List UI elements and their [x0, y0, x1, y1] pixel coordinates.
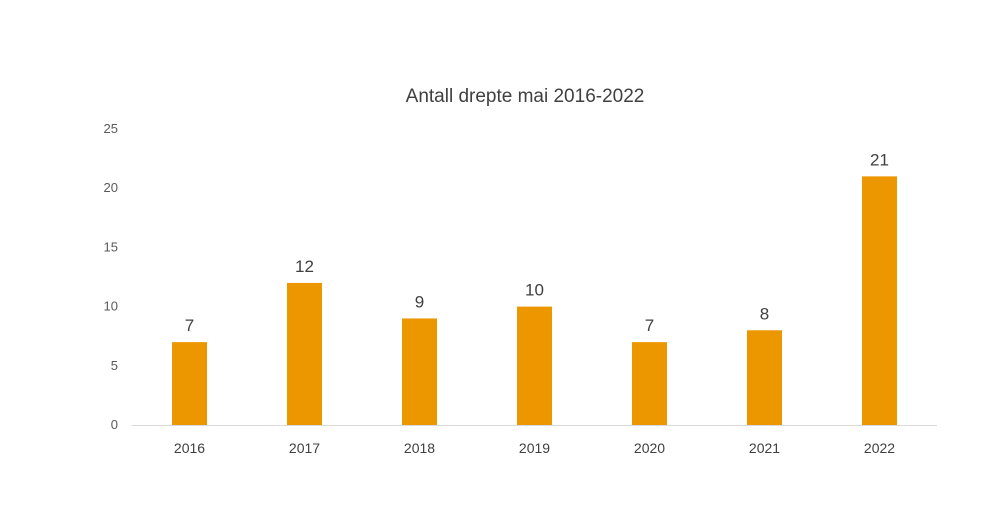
- x-tick-label-2020: 2020: [634, 440, 665, 456]
- x-tick-label-2017: 2017: [289, 440, 320, 456]
- bar-2020: [632, 342, 667, 425]
- bar-2016: [172, 342, 207, 425]
- x-tick-label-2018: 2018: [404, 440, 435, 456]
- y-tick-label: 15: [104, 239, 118, 254]
- data-labels-group: 7 12 9 10 7 8 21: [185, 150, 889, 335]
- bars-group: [172, 176, 897, 425]
- x-tick-label-2016: 2016: [174, 440, 205, 456]
- data-label-2017: 12: [295, 257, 314, 276]
- data-label-2021: 8: [760, 304, 769, 323]
- bar-2019: [517, 306, 552, 425]
- y-tick-label: 25: [104, 121, 118, 136]
- bar-2018: [402, 318, 437, 425]
- data-label-2022: 21: [870, 150, 889, 169]
- x-tick-label-2022: 2022: [864, 440, 895, 456]
- x-axis: 2016 2017 2018 2019 2020 2021 2022: [174, 440, 895, 456]
- x-tick-label-2019: 2019: [519, 440, 550, 456]
- data-label-2016: 7: [185, 316, 194, 335]
- chart-title: Antall drepte mai 2016-2022: [405, 86, 645, 107]
- bar-2021: [747, 330, 782, 425]
- y-tick-label: 20: [104, 180, 118, 195]
- bar-2017: [287, 282, 322, 425]
- data-label-2020: 7: [645, 316, 654, 335]
- data-label-2018: 9: [415, 292, 424, 311]
- y-tick-label: 10: [104, 299, 118, 314]
- y-tick-label: 0: [111, 417, 118, 432]
- y-tick-label: 5: [111, 358, 118, 373]
- bar-2022: [862, 176, 897, 425]
- data-label-2019: 10: [525, 281, 544, 300]
- y-axis: 0 5 10 15 20 25: [104, 121, 118, 432]
- x-tick-label-2021: 2021: [749, 440, 780, 456]
